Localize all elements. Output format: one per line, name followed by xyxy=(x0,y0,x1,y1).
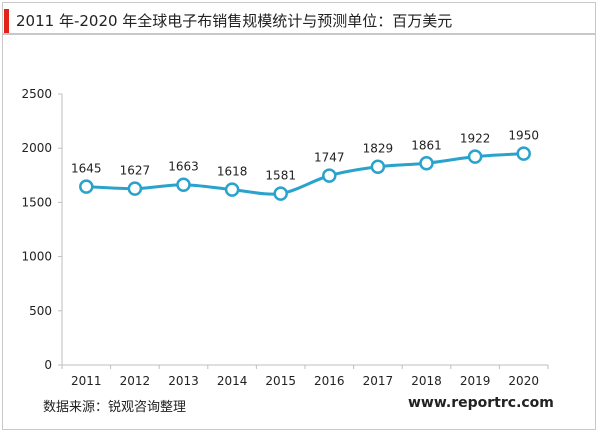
y-tick-label: 2000 xyxy=(21,141,52,155)
chart-title: 2011 年-2020 年全球电子布销售规模统计与预测单位：百万美元 xyxy=(16,12,453,30)
brand-watermark: www.reportrc.com xyxy=(408,395,554,411)
data-point-marker xyxy=(176,177,191,192)
data-label: 1645 xyxy=(71,162,102,176)
data-label: 1618 xyxy=(217,165,248,179)
x-tick-labels: 2011 2012 2013 2014 2015 2016 2017 2018 2019 2020 xyxy=(71,374,539,388)
y-tick-label: 500 xyxy=(29,304,52,318)
data-label: 1950 xyxy=(508,129,539,143)
y-tick-labels: 0 500 1000 1500 2000 2500 xyxy=(21,87,52,372)
data-point-marker xyxy=(224,182,240,197)
data-label: 1922 xyxy=(460,132,491,146)
data-label: 1581 xyxy=(265,169,296,183)
data-point-marker xyxy=(322,168,337,183)
x-tick-label: 2017 xyxy=(363,374,394,388)
data-point-marker xyxy=(273,186,288,201)
x-tick-label: 2014 xyxy=(217,374,248,388)
data-label: 1829 xyxy=(363,142,394,156)
x-tick-label: 2019 xyxy=(460,374,491,388)
y-tick-label: 1000 xyxy=(21,250,52,264)
y-tick-label: 0 xyxy=(44,358,52,372)
x-tick-label: 2016 xyxy=(314,374,345,388)
data-point-marker xyxy=(127,181,143,196)
data-labels: 1645 1627 1663 1618 1581 1747 1829 1861 1922 1950 xyxy=(71,129,539,183)
data-label: 1627 xyxy=(120,164,151,178)
data-point-marker xyxy=(419,156,434,171)
x-tick-label: 2015 xyxy=(265,374,296,388)
data-label: 1747 xyxy=(314,151,345,165)
x-tick-label: 2013 xyxy=(168,374,199,388)
chart-axes xyxy=(58,93,549,369)
source-note: 数据来源：锐观咨询整理 xyxy=(43,400,187,415)
data-point-marker xyxy=(516,146,531,161)
data-point-marker xyxy=(79,179,94,194)
x-tick-label: 2012 xyxy=(120,374,151,388)
y-tick-label: 1500 xyxy=(21,195,52,209)
title-accent-bar xyxy=(4,9,9,33)
y-tick-label: 2500 xyxy=(21,87,52,101)
title-bar: 2011 年-2020 年全球电子布销售规模统计与预测单位：百万美元 xyxy=(3,7,596,35)
data-label: 1663 xyxy=(168,160,199,174)
data-label: 1861 xyxy=(411,138,442,152)
x-tick-label: 2018 xyxy=(411,374,442,388)
x-tick-label: 2011 xyxy=(71,374,102,388)
series-line xyxy=(86,152,524,196)
x-tick-label: 2020 xyxy=(508,374,539,388)
chart-frame xyxy=(2,2,596,430)
data-point-marker xyxy=(467,149,483,164)
data-markers xyxy=(79,146,531,201)
data-point-marker xyxy=(370,159,386,174)
